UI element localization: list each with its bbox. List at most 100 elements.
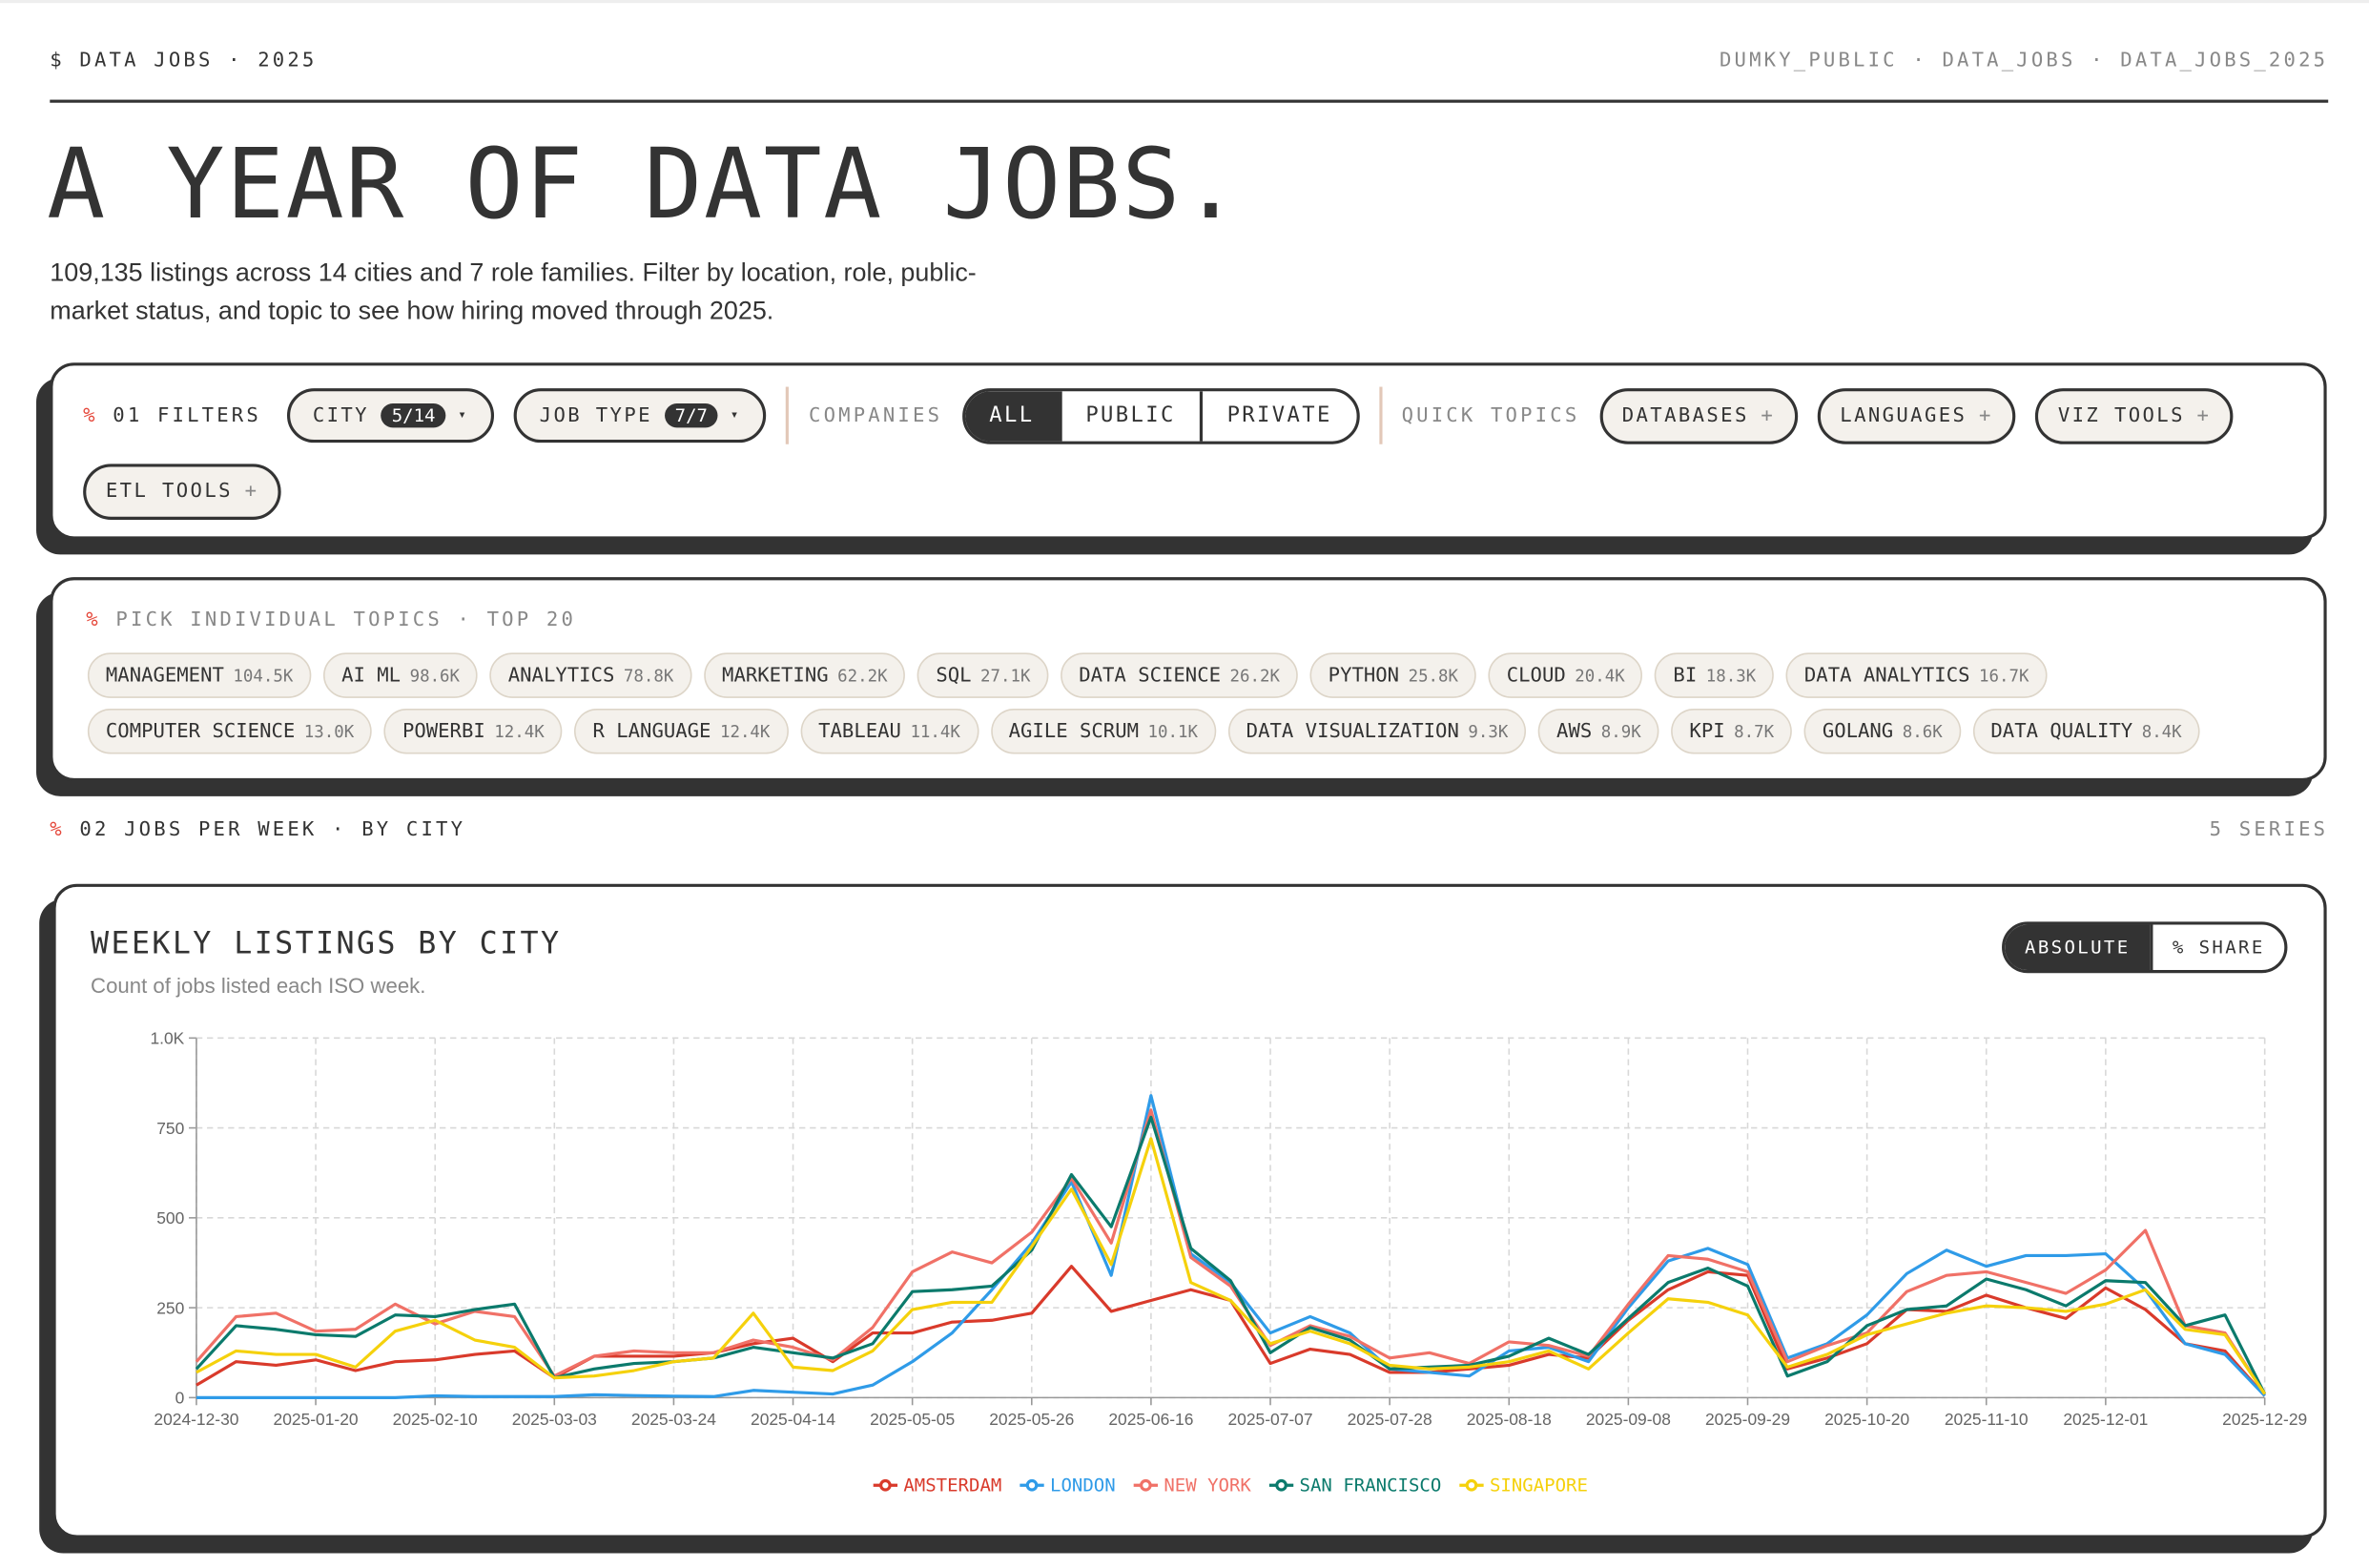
x-tick-label: 2025-07-07 — [1227, 1410, 1312, 1429]
quick-topic[interactable]: ETL TOOLS + — [83, 464, 282, 520]
y-tick-label: 500 — [156, 1208, 184, 1228]
company-option[interactable]: ALL — [964, 390, 1059, 441]
job-type-filter[interactable]: JOB TYPE 7/7 ▾ — [513, 388, 767, 444]
chart-subtitle: Count of jobs listed each ISO week. — [91, 973, 426, 998]
topic-chip[interactable]: SQL 27.1K — [917, 652, 1049, 698]
x-tick-label: 2025-11-10 — [1945, 1410, 2029, 1429]
topic-name: DATA VISUALIZATION — [1246, 719, 1459, 743]
x-tick-label: 2025-09-29 — [1705, 1410, 1790, 1429]
x-tick-label: 2025-03-03 — [512, 1410, 597, 1429]
icon: + — [1761, 403, 1776, 427]
topic-count: 25.8K — [1408, 665, 1459, 686]
chart-card: WEEKLY LISTINGS BY CITY Count of jobs li… — [52, 883, 2327, 1538]
topic-chip[interactable]: DATA QUALITY 8.4K — [1972, 708, 2200, 754]
rule — [50, 99, 2329, 103]
topic-count: 9.3K — [1468, 721, 1509, 742]
legend-label: SINGAPORE — [1490, 1475, 1588, 1496]
topic-count: 8.4K — [2141, 721, 2182, 742]
icon: ▾ — [458, 407, 469, 423]
topic-name: AGILE SCRUM — [1008, 719, 1140, 743]
series-count: 5 SERIES — [2209, 818, 2329, 842]
x-tick-label: 2025-10-20 — [1824, 1410, 1909, 1429]
topic-chip[interactable]: DATA SCIENCE 26.2K — [1061, 652, 1298, 698]
topic-name: AI ML — [341, 664, 402, 688]
topic-chip[interactable]: COMPUTER SCIENCE 13.0K — [87, 708, 373, 754]
legend-label: NEW YORK — [1164, 1475, 1251, 1496]
toggle-option[interactable]: ABSOLUTE — [2005, 924, 2151, 971]
x-tick-label: 2025-01-20 — [274, 1410, 359, 1429]
topic-name: R LANGUAGE — [592, 719, 711, 743]
topic-count: 8.7K — [1734, 721, 1775, 742]
topic-chip[interactable]: DATA ANALYTICS 16.7K — [1785, 652, 2048, 698]
label: PICK INDIVIDUAL TOPICS · TOP 20 — [115, 609, 577, 632]
companies-label: COMPANIES — [809, 403, 943, 427]
topic-count: 13.0K — [303, 721, 355, 742]
topic-chip[interactable]: AWS 8.9K — [1538, 708, 1659, 754]
badge: 5/14 — [381, 402, 446, 428]
topic-count: 18.3K — [1705, 665, 1757, 686]
company-option[interactable]: PRIVATE — [1200, 390, 1356, 441]
label: ETL TOOLS — [105, 480, 233, 504]
topic-name: GOLANG — [1822, 719, 1894, 743]
topic-chip[interactable]: GOLANG 8.6K — [1803, 708, 1961, 754]
topic-chip[interactable]: DATA VISUALIZATION 9.3K — [1227, 708, 1527, 754]
legend-dot — [879, 1478, 892, 1492]
topic-chips: MANAGEMENT 104.5K AI ML 98.6K ANALYTICS 78.8K… — [87, 652, 2234, 754]
chart: 0 250 500 750 1.0K 2024-12-30 2025-01-20 2025-0… — [150, 1029, 2307, 1496]
legend-item[interactable]: SAN FRANCISCO — [1268, 1475, 1441, 1496]
quick-topic[interactable]: DATABASES + — [1598, 387, 1798, 444]
topic-name: CLOUD — [1506, 664, 1566, 688]
topic-name: KPI — [1689, 719, 1725, 743]
topic-name: DATA ANALYTICS — [1803, 664, 1970, 688]
topic-count: 10.1K — [1147, 721, 1198, 742]
topic-chip[interactable]: KPI 8.7K — [1671, 708, 1793, 754]
y-tick-label: 0 — [175, 1389, 185, 1408]
topic-chip[interactable]: POWERBI 12.4K — [383, 708, 563, 754]
label: JOB TYPE — [539, 403, 652, 427]
topic-chip[interactable]: AI ML 98.6K — [323, 652, 479, 698]
x-tick-label: 2025-06-16 — [1108, 1410, 1193, 1429]
topic-chip[interactable]: CLOUD 20.4K — [1488, 652, 1643, 698]
toggle-option[interactable]: % SHARE — [2150, 924, 2284, 971]
legend-item[interactable]: LONDON — [1020, 1475, 1116, 1496]
filters-label: % 01 FILTERS — [83, 404, 261, 427]
topic-count: 8.6K — [1902, 721, 1943, 742]
topic-name: MARKETING — [722, 664, 829, 688]
legend-item[interactable]: NEW YORK — [1133, 1475, 1252, 1496]
legend-item[interactable]: AMSTERDAM — [873, 1475, 1002, 1496]
legend-dot — [1465, 1478, 1478, 1492]
quick-topic[interactable]: VIZ TOOLS + — [2035, 387, 2235, 444]
topic-name: COMPUTER SCIENCE — [105, 719, 296, 743]
topic-chip[interactable]: R LANGUAGE 12.4K — [574, 708, 789, 754]
topic-name: MANAGEMENT — [105, 664, 224, 688]
companies-toggle: ALL PUBLIC PRIVATE — [961, 387, 1360, 444]
topics-label: % PICK INDIVIDUAL TOPICS · TOP 20 — [86, 609, 576, 631]
city-filter[interactable]: CITY 5/14 ▾ — [286, 388, 495, 444]
y-tick-label: 250 — [156, 1298, 184, 1317]
topic-chip[interactable]: ANALYTICS 78.8K — [489, 652, 692, 698]
quick-topic[interactable]: LANGUAGES + — [1817, 387, 2016, 444]
topic-chip[interactable]: BI 18.3K — [1655, 652, 1775, 698]
marker: % — [83, 403, 98, 427]
icon: + — [1978, 403, 1993, 427]
label: VIZ TOOLS — [2057, 403, 2185, 427]
topic-count: 12.4K — [494, 721, 545, 742]
topic-chip[interactable]: MANAGEMENT 104.5K — [87, 652, 312, 698]
topic-count: 98.6K — [409, 665, 461, 686]
company-option[interactable]: PUBLIC — [1058, 390, 1200, 441]
page-subtitle: 109,135 listings across 14 cities and 7 … — [50, 258, 977, 325]
topic-chip[interactable]: TABLEAU 11.4K — [800, 708, 978, 754]
topic-name: BI — [1673, 664, 1698, 688]
topic-count: 62.2K — [837, 665, 888, 686]
legend-item[interactable]: SINGAPORE — [1459, 1475, 1588, 1496]
marker: % — [50, 818, 65, 842]
topic-count: 12.4K — [719, 721, 771, 742]
topic-chip[interactable]: MARKETING 62.2K — [704, 652, 906, 698]
topic-chip[interactable]: AGILE SCRUM 10.1K — [990, 708, 1216, 754]
topics-card: % PICK INDIVIDUAL TOPICS · TOP 20 MANAGE… — [50, 577, 2327, 782]
topic-name: PYTHON — [1328, 664, 1400, 688]
legend-dot — [1275, 1478, 1288, 1492]
brand: $ DATA JOBS · 2025 — [50, 50, 318, 73]
topic-chip[interactable]: PYTHON 25.8K — [1309, 652, 1477, 698]
